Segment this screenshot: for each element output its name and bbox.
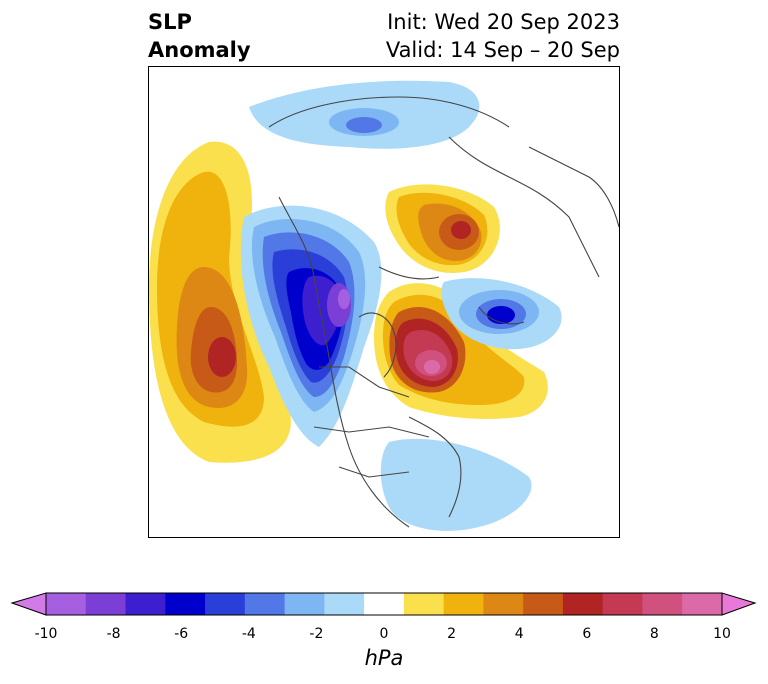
colorbar-tick-label: -10 — [34, 626, 58, 642]
valid-range: Valid: 14 Sep – 20 Sep — [385, 38, 620, 62]
greenland-positive-anomaly — [374, 283, 548, 419]
colorbar-bin — [244, 593, 286, 615]
colorbar-tick-label: -4 — [241, 626, 256, 642]
title-variable-line1: SLP — [148, 10, 192, 34]
title-variable-line2: Anomaly — [148, 38, 251, 62]
colorbar-outline — [45, 592, 723, 616]
colorbar-bin — [46, 593, 87, 615]
colorbar-bin — [562, 593, 604, 615]
map-boundaries — [268, 96, 619, 528]
western-canada-negative-anomaly — [240, 205, 382, 447]
colorbar-max-extend — [721, 592, 757, 616]
colorbar-bin — [125, 593, 166, 615]
colorbar-tick-label: 6 — [582, 626, 592, 642]
colorbar-bin — [483, 593, 524, 615]
colorbar-bin — [602, 593, 643, 615]
colorbar-tick-label: 8 — [649, 626, 659, 642]
colorbar-bin — [165, 593, 206, 615]
colorbar-bin — [284, 593, 325, 615]
colorbar-bin — [682, 593, 723, 615]
colorbar-bin — [523, 593, 564, 615]
colorbar-tick-label: -6 — [174, 626, 189, 642]
colorbar-bin — [85, 593, 127, 615]
colorbar-bin — [403, 593, 445, 615]
colorbar-tick-label: -8 — [106, 626, 121, 642]
us-east-negative-anomaly — [380, 438, 532, 531]
colorbar-tick-label: 0 — [379, 626, 389, 642]
colorbar-tick-label: 4 — [514, 626, 524, 642]
colorbar — [10, 592, 757, 616]
map-panel — [148, 66, 620, 538]
pacific-positive-anomaly — [149, 141, 291, 463]
anomaly-map — [149, 80, 619, 531]
colorbar-tick-label: 2 — [447, 626, 457, 642]
colorbar-min-extend — [10, 592, 47, 616]
init-date: Init: Wed 20 Sep 2023 — [387, 10, 620, 34]
colorbar-tick-label: 10 — [713, 626, 731, 642]
date-info: Init: Wed 20 Sep 2023 Valid: 14 Sep – 20… — [386, 8, 620, 64]
colorbar-bin — [205, 593, 246, 615]
colorbar-tick-label: -2 — [309, 626, 324, 642]
colorbar-bin — [642, 593, 683, 615]
colorbar-bin — [324, 593, 365, 615]
colorbar-bin — [364, 593, 405, 615]
map-title: SLP Anomaly — [148, 8, 251, 64]
arctic-negative-anomaly — [249, 80, 480, 149]
colorbar-units: hPa — [364, 646, 404, 670]
siberia-positive-anomaly — [385, 184, 500, 273]
colorbar-bin — [443, 593, 484, 615]
